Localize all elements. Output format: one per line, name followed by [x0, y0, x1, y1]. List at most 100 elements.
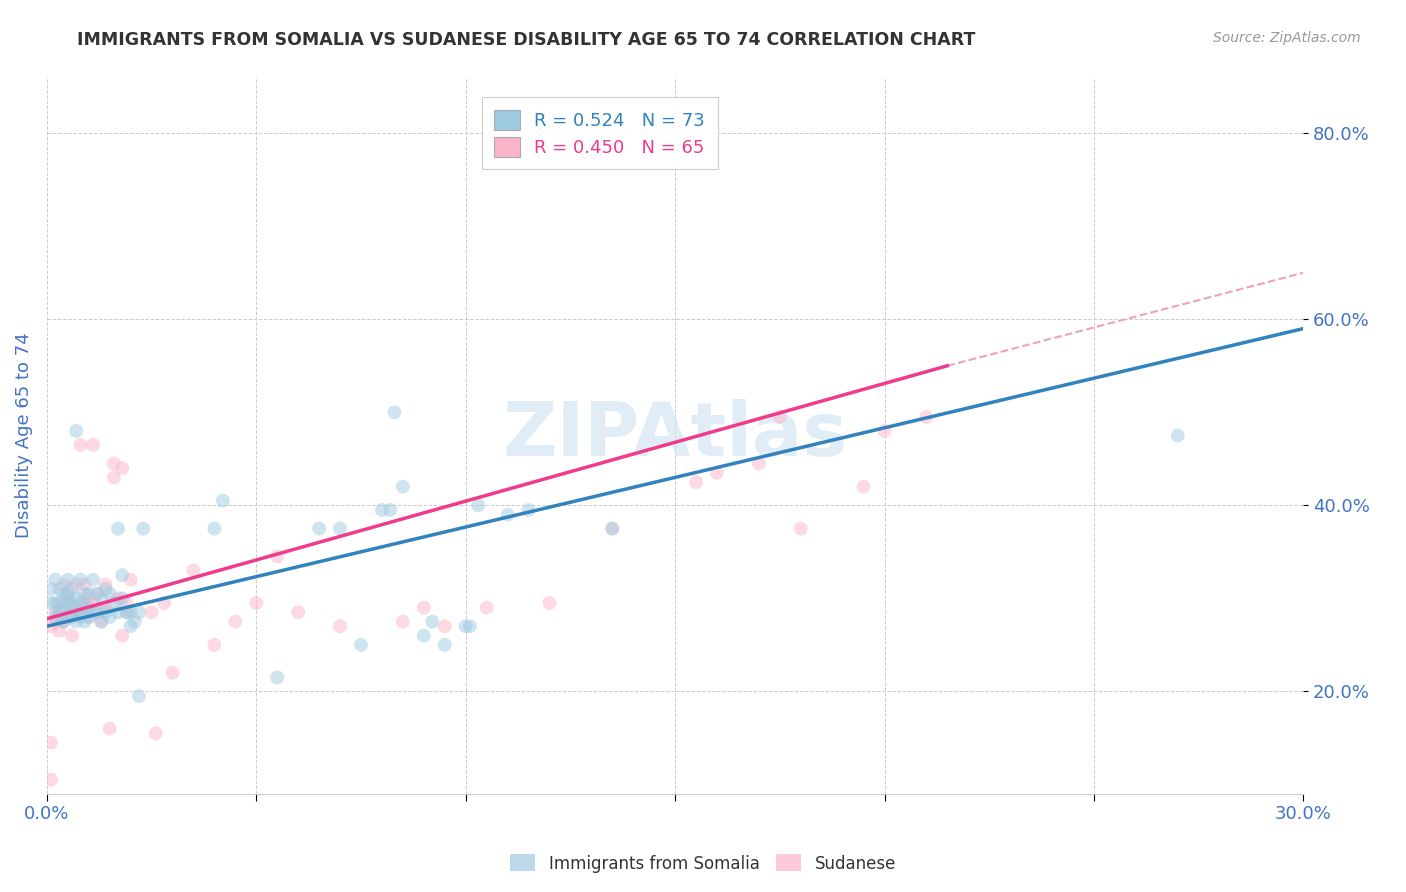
Point	[52, 596, 75, 610]
Point	[120, 573, 142, 587]
Point	[60, 596, 83, 610]
Point	[287, 605, 309, 619]
Point	[86, 587, 108, 601]
Y-axis label: Disability Age 65 to 74: Disability Age 65 to 74	[15, 333, 32, 539]
Point	[56, 596, 79, 610]
Point	[115, 596, 138, 610]
Point	[107, 522, 129, 536]
Point	[48, 610, 70, 624]
Point	[69, 610, 91, 624]
Point	[56, 587, 79, 601]
Point	[120, 619, 142, 633]
Point	[65, 605, 87, 619]
Point	[873, 424, 896, 438]
Point	[52, 615, 75, 629]
Point	[69, 438, 91, 452]
Point	[458, 619, 481, 633]
Point	[73, 615, 96, 629]
Point	[915, 409, 938, 424]
Point	[153, 596, 176, 610]
Point	[65, 424, 87, 438]
Point	[120, 605, 142, 619]
Point	[86, 587, 108, 601]
Point	[371, 503, 394, 517]
Point	[496, 508, 519, 522]
Point	[48, 582, 70, 596]
Point	[90, 591, 112, 606]
Point	[44, 610, 66, 624]
Point	[94, 582, 117, 596]
Point	[56, 587, 79, 601]
Point	[73, 596, 96, 610]
Point	[115, 605, 138, 619]
Point	[56, 610, 79, 624]
Point	[600, 522, 623, 536]
Point	[132, 522, 155, 536]
Point	[39, 596, 62, 610]
Point	[600, 522, 623, 536]
Point	[790, 522, 813, 536]
Point	[65, 591, 87, 606]
Point	[98, 610, 121, 624]
Point	[329, 619, 352, 633]
Point	[39, 619, 62, 633]
Point	[77, 610, 100, 624]
Point	[141, 605, 163, 619]
Point	[111, 628, 134, 642]
Point	[65, 615, 87, 629]
Point	[329, 522, 352, 536]
Point	[94, 577, 117, 591]
Point	[65, 600, 87, 615]
Point	[69, 596, 91, 610]
Point	[69, 605, 91, 619]
Point	[56, 610, 79, 624]
Point	[48, 605, 70, 619]
Point	[517, 503, 540, 517]
Point	[224, 615, 246, 629]
Point	[392, 480, 415, 494]
Point	[77, 591, 100, 606]
Point	[60, 610, 83, 624]
Legend: Immigrants from Somalia, Sudanese: Immigrants from Somalia, Sudanese	[503, 847, 903, 880]
Point	[44, 573, 66, 587]
Point	[44, 596, 66, 610]
Point	[420, 615, 443, 629]
Point	[103, 596, 125, 610]
Legend: R = 0.524   N = 73, R = 0.450   N = 65: R = 0.524 N = 73, R = 0.450 N = 65	[482, 97, 717, 169]
Point	[60, 582, 83, 596]
Point	[475, 600, 498, 615]
Point	[94, 600, 117, 615]
Point	[98, 722, 121, 736]
Point	[266, 670, 288, 684]
Point	[60, 628, 83, 642]
Point	[73, 587, 96, 601]
Point	[124, 615, 146, 629]
Point	[77, 610, 100, 624]
Point	[128, 605, 150, 619]
Point	[392, 615, 415, 629]
Text: Source: ZipAtlas.com: Source: ZipAtlas.com	[1213, 31, 1361, 45]
Point	[90, 615, 112, 629]
Point	[384, 405, 406, 419]
Point	[86, 605, 108, 619]
Point	[39, 772, 62, 787]
Point	[90, 600, 112, 615]
Point	[94, 605, 117, 619]
Point	[103, 470, 125, 484]
Point	[454, 619, 477, 633]
Point	[77, 600, 100, 615]
Point	[1167, 428, 1189, 442]
Point	[706, 466, 728, 480]
Point	[73, 600, 96, 615]
Point	[128, 689, 150, 703]
Point	[56, 573, 79, 587]
Point	[433, 619, 456, 633]
Point	[73, 577, 96, 591]
Point	[52, 587, 75, 601]
Point	[685, 475, 707, 489]
Point	[39, 582, 62, 596]
Point	[44, 605, 66, 619]
Text: IMMIGRANTS FROM SOMALIA VS SUDANESE DISABILITY AGE 65 TO 74 CORRELATION CHART: IMMIGRANTS FROM SOMALIA VS SUDANESE DISA…	[77, 31, 976, 49]
Point	[82, 573, 104, 587]
Point	[412, 600, 434, 615]
